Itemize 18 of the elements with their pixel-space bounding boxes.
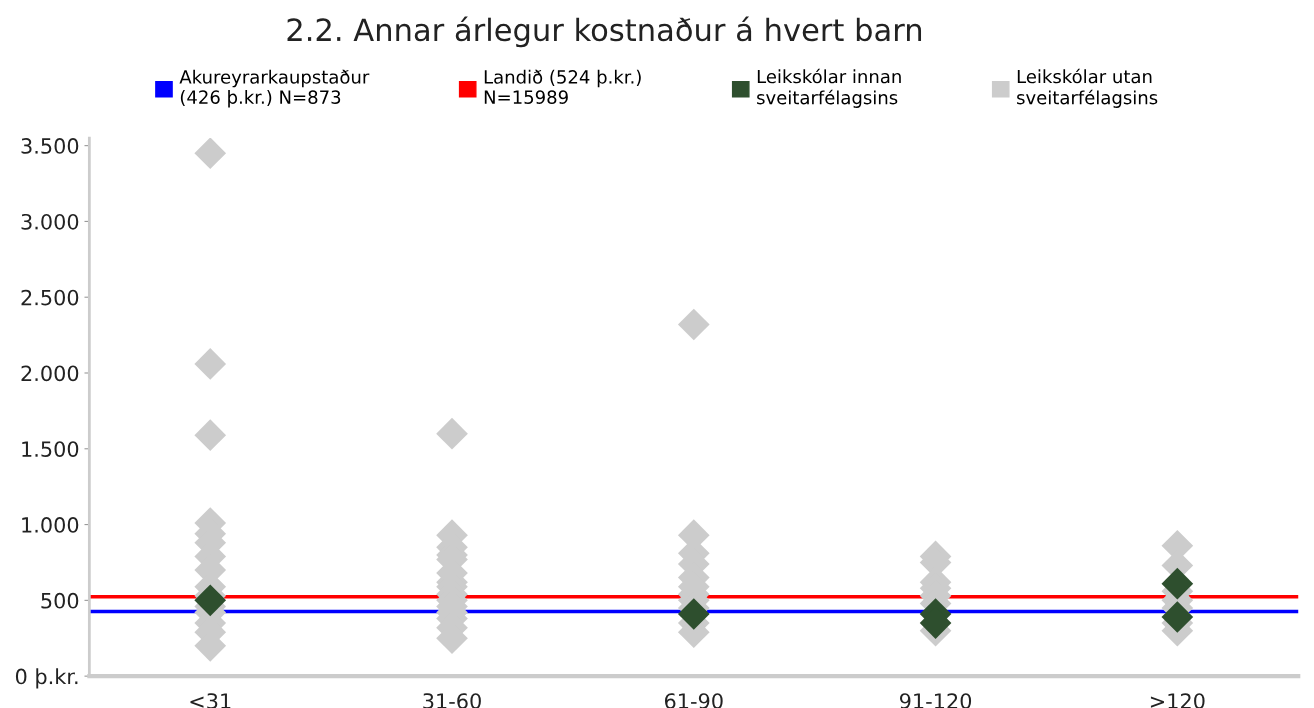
- y-tick-label: 3.000: [21, 213, 79, 230]
- y-tick-label: 2.500: [21, 289, 79, 306]
- x-tick-label: 61-90: [664, 693, 723, 708]
- x-tick-label: >120: [1150, 693, 1205, 708]
- chart-title: 2.2. Annar árlegur kostnaður á hvert barn: [287, 16, 922, 48]
- y-tick-label: 0 þ.kr.: [15, 668, 78, 689]
- x-tick-label: 31-60: [423, 693, 481, 708]
- legend-label: Landið (524 þ.kr.) N=15989: [484, 69, 641, 104]
- legend-label: Leikskólar innan sveitarfélagsins: [757, 68, 901, 108]
- x-tick-label: 91-120: [899, 693, 972, 708]
- legend-label: Akureyrarkaupstaður (426 þ.kr.) N=873: [179, 69, 370, 108]
- y-tick-label: 500: [41, 592, 79, 609]
- y-tick-label: 1.500: [22, 441, 79, 457]
- y-tick-label: 1.000: [22, 517, 79, 533]
- y-tick-label: 3.500: [21, 138, 79, 154]
- x-tick-label: <31: [190, 693, 231, 708]
- y-tick-label: 2.000: [21, 365, 79, 382]
- legend-label: Leikskólar utan sveitarfélagsins: [1017, 68, 1158, 108]
